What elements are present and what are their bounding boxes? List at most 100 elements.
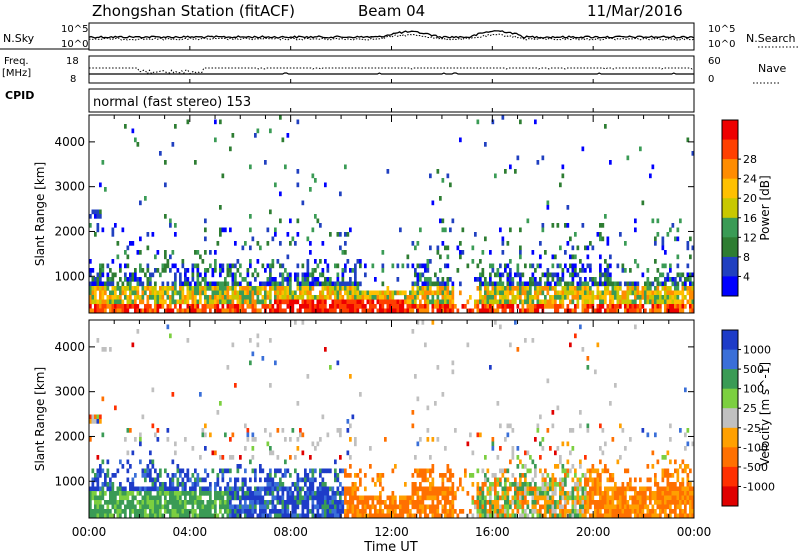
- heatmap-cell: [519, 119, 522, 125]
- heatmap-cell: [621, 428, 625, 433]
- heatmap-cell: [126, 254, 130, 260]
- heatmap-cell: [194, 308, 197, 314]
- heatmap-cell: [684, 286, 687, 291]
- heatmap-cell: [666, 477, 670, 483]
- heatmap-cell: [324, 286, 327, 291]
- heatmap-cell: [426, 299, 430, 305]
- heatmap-cell: [281, 495, 285, 501]
- heatmap-cell: [441, 299, 445, 305]
- heatmap-cell: [431, 200, 435, 206]
- heatmap-cell: [271, 482, 275, 487]
- heatmap-cell: [114, 272, 117, 278]
- heatmap-cell: [524, 281, 527, 287]
- heatmap-cell: [251, 308, 255, 314]
- heatmap-cell: [404, 495, 407, 501]
- heatmap-cell: [159, 500, 162, 505]
- heatmap-cell: [94, 509, 97, 514]
- heatmap-cell: [179, 513, 182, 519]
- heatmap-cell: [351, 495, 355, 501]
- heatmap-cell: [281, 286, 285, 291]
- heatmap-cell: [109, 347, 112, 352]
- heatmap-cell: [499, 324, 502, 330]
- heatmap-cell: [331, 504, 335, 510]
- heatmap-cell: [146, 263, 150, 269]
- heatmap-cell: [154, 268, 157, 273]
- heatmap-cell: [384, 308, 387, 314]
- nave-tick-bottom: 0: [708, 74, 714, 85]
- heatmap-cell: [679, 428, 682, 433]
- heatmap-cell: [536, 160, 540, 165]
- heatmap-cell: [596, 513, 600, 519]
- heatmap-cell: [251, 437, 255, 442]
- heatmap-cell: [481, 482, 485, 487]
- heatmap-cell: [626, 468, 630, 474]
- heatmap-cell: [359, 281, 362, 287]
- heatmap-cell: [654, 299, 657, 305]
- heatmap-cell: [96, 482, 100, 487]
- heatmap-cell: [669, 263, 672, 269]
- heatmap-cell: [351, 414, 355, 420]
- heatmap-cell: [144, 491, 147, 496]
- heatmap-cell: [206, 491, 210, 496]
- heatmap-cell: [649, 500, 652, 505]
- heatmap-cell: [221, 290, 225, 296]
- heatmap-cell: [354, 272, 357, 278]
- heatmap-cell: [446, 491, 450, 496]
- heatmap-cell: [554, 295, 557, 300]
- heatmap-cell: [329, 232, 332, 237]
- heatmap-cell: [149, 272, 152, 278]
- heatmap-cell: [404, 295, 407, 300]
- heatmap-cell: [671, 500, 675, 505]
- heatmap-cell: [341, 504, 345, 510]
- heatmap-cell: [199, 500, 202, 505]
- heatmap-cell: [629, 504, 632, 510]
- heatmap-cell: [599, 295, 602, 300]
- heatmap-cell: [446, 254, 450, 260]
- heatmap-cell: [319, 468, 322, 474]
- heatmap-cell: [336, 428, 340, 433]
- heatmap-cell: [586, 290, 590, 296]
- heatmap-cell: [226, 495, 230, 501]
- heatmap-cell: [466, 299, 470, 305]
- heatmap-cell: [481, 268, 485, 273]
- heatmap-cell: [656, 304, 660, 309]
- heatmap-cell: [116, 491, 120, 496]
- heatmap-cell: [356, 295, 360, 300]
- heatmap-cell: [164, 486, 167, 492]
- heatmap-cell: [589, 495, 592, 501]
- colorbar-segment: [722, 447, 738, 468]
- heatmap-cell: [214, 290, 217, 296]
- heatmap-cell: [316, 504, 320, 510]
- heatmap-cell: [329, 513, 332, 519]
- heatmap-cell: [191, 486, 195, 492]
- heatmap-cell: [604, 509, 607, 514]
- heatmap-cell: [674, 513, 677, 519]
- heatmap-cell: [591, 500, 595, 505]
- heatmap-cell: [569, 308, 572, 314]
- heatmap-cell: [446, 286, 450, 291]
- heatmap-cell: [111, 286, 115, 291]
- heatmap-cell: [334, 295, 337, 300]
- heatmap-cell: [146, 277, 150, 282]
- heatmap-cell: [674, 290, 677, 296]
- heatmap-cell: [279, 290, 282, 296]
- heatmap-cell: [299, 304, 302, 309]
- heatmap-cell: [554, 281, 557, 287]
- heatmap-cell: [194, 299, 197, 305]
- heatmap-cell: [101, 396, 105, 402]
- heatmap-cell: [684, 495, 687, 501]
- heatmap-cell: [556, 272, 560, 278]
- heatmap-cell: [224, 468, 227, 474]
- heatmap-cell: [476, 482, 480, 487]
- heatmap-cell: [221, 455, 225, 460]
- heatmap-cell: [484, 286, 487, 291]
- heatmap-cell: [316, 281, 320, 287]
- heatmap-cell: [239, 464, 242, 469]
- heatmap-cell: [294, 468, 297, 474]
- heatmap-cell: [149, 277, 152, 282]
- heatmap-cell: [279, 482, 282, 487]
- heatmap-cell: [144, 286, 147, 291]
- heatmap-cell: [511, 308, 515, 314]
- heatmap-cell: [321, 491, 325, 496]
- heatmap-cell: [594, 513, 597, 519]
